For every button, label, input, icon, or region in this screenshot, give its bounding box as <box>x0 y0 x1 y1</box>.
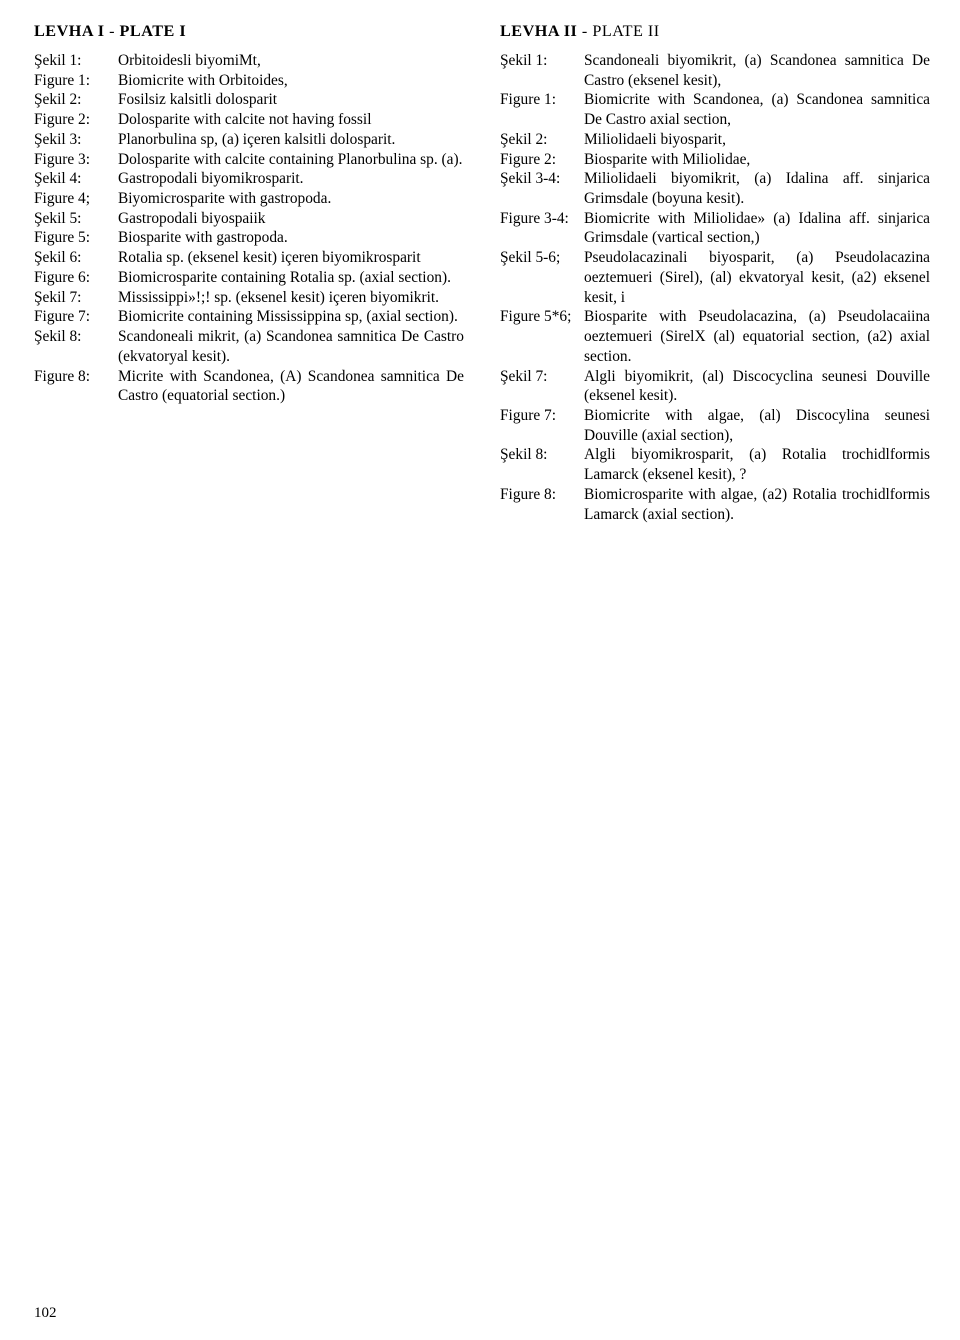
right-entry-text: Algli biyomikrosparit, (a) Rotalia troch… <box>584 445 930 484</box>
right-entry-label: Figure 8: <box>500 485 584 505</box>
left-entry-label: Şekil 1: <box>34 51 118 71</box>
left-entry-label: Figure 3: <box>34 150 118 170</box>
left-entry: Figure 3:Dolosparite with calcite contai… <box>34 150 464 170</box>
left-entry-label: Figure 1: <box>34 71 118 91</box>
right-entry: Figure 1:Biomicrite with Scandonea, (a) … <box>500 90 930 129</box>
plate-title-right-bold: LEVHA II <box>500 22 577 40</box>
left-entry-label: Figure 4; <box>34 189 118 209</box>
left-entries: Şekil 1:Orbitoidesli biyomiMt,Figure 1:B… <box>34 51 464 406</box>
left-entry-label: Figure 8: <box>34 367 118 387</box>
page: LEVHA I - PLATE I Şekil 1:Orbitoidesli b… <box>0 0 960 1340</box>
left-entry: Şekil 8:Scandoneali mikrit, (a) Scandone… <box>34 327 464 366</box>
left-entry-label: Şekil 2: <box>34 90 118 110</box>
left-entry-text: Gastropodali biyomikrosparit. <box>118 169 464 189</box>
left-entry-text: Micrite with Scandonea, (A) Scandonea sa… <box>118 367 464 406</box>
left-entry: Figure 5:Biosparite with gastropoda. <box>34 228 464 248</box>
left-entry-text: Gastropodali biyospaiik <box>118 209 464 229</box>
left-entry: Şekil 3:Planorbulina sp, (a) içeren kals… <box>34 130 464 150</box>
left-entry: Figure 2:Dolosparite with calcite not ha… <box>34 110 464 130</box>
right-entry-label: Şekil 7: <box>500 367 584 387</box>
plate-title-left-bold: LEVHA I <box>34 22 105 40</box>
two-column-layout: LEVHA I - PLATE I Şekil 1:Orbitoidesli b… <box>34 22 930 524</box>
left-entry-label: Şekil 5: <box>34 209 118 229</box>
plate-title-right-light: PLATE II <box>592 22 659 40</box>
right-entry: Şekil 3-4:Miliolidaeli biyomikrit, (a) I… <box>500 169 930 208</box>
plate-title-right: LEVHA II - PLATE II <box>500 22 930 41</box>
left-entry-label: Şekil 8: <box>34 327 118 347</box>
left-entry-label: Şekil 7: <box>34 288 118 308</box>
right-entry-text: Pseudolacazinali biyosparit, (a) Pseudol… <box>584 248 930 307</box>
left-entry: Şekil 6:Rotalia sp. (eksenel kesit) içer… <box>34 248 464 268</box>
right-entry-label: Şekil 5-6; <box>500 248 584 268</box>
right-entry: Şekil 5-6;Pseudolacazinali biyosparit, (… <box>500 248 930 307</box>
right-entry: Şekil 1:Scandoneali biyomikrit, (a) Scan… <box>500 51 930 90</box>
right-entry-label: Figure 3-4: <box>500 209 584 229</box>
left-entry: Figure 4;Biyomicrosparite with gastropod… <box>34 189 464 209</box>
right-entry: Figure 5*6;Biosparite with Pseudolacazin… <box>500 307 930 366</box>
right-entry-label: Şekil 8: <box>500 445 584 465</box>
right-entry: Şekil 8:Algli biyomikrosparit, (a) Rotal… <box>500 445 930 484</box>
plate-title-left-sep: - <box>105 22 120 40</box>
left-entry: Şekil 5:Gastropodali biyospaiik <box>34 209 464 229</box>
left-entry-text: Scandoneali mikrit, (a) Scandonea samnit… <box>118 327 464 366</box>
right-entry-text: Biomicrite with Miliolidae» (a) Idalina … <box>584 209 930 248</box>
left-entry-text: Rotalia sp. (eksenel kesit) içeren biyom… <box>118 248 464 268</box>
right-entry: Figure 2:Biosparite with Miliolidae, <box>500 150 930 170</box>
left-entry: Şekil 2:Fosilsiz kalsitli dolosparit <box>34 90 464 110</box>
right-entry-text: Scandoneali biyomikrit, (a) Scandonea sa… <box>584 51 930 90</box>
left-column: LEVHA I - PLATE I Şekil 1:Orbitoidesli b… <box>34 22 464 524</box>
right-entry-text: Biomicrite with Scandonea, (a) Scandonea… <box>584 90 930 129</box>
left-entry: Figure 1:Biomicrite with Orbitoides, <box>34 71 464 91</box>
right-entry-text: Miliolidaeli biyomikrit, (a) Idalina aff… <box>584 169 930 208</box>
left-entry: Figure 6:Biomicrosparite containing Rota… <box>34 268 464 288</box>
right-entry-text: Algli biyomikrit, (al) Discocyclina seun… <box>584 367 930 406</box>
left-entry: Şekil 1:Orbitoidesli biyomiMt, <box>34 51 464 71</box>
right-entry: Figure 3-4:Biomicrite with Miliolidae» (… <box>500 209 930 248</box>
right-entry-label: Şekil 1: <box>500 51 584 71</box>
left-entry-label: Şekil 4: <box>34 169 118 189</box>
right-entry-text: Biomicrite with algae, (al) Discocylina … <box>584 406 930 445</box>
right-entry-text: Biosparite with Pseudolacazina, (a) Pseu… <box>584 307 930 366</box>
right-entry-label: Şekil 3-4: <box>500 169 584 189</box>
right-entry-label: Figure 2: <box>500 150 584 170</box>
right-entry-label: Şekil 2: <box>500 130 584 150</box>
left-entry-text: Planorbulina sp, (a) içeren kalsitli dol… <box>118 130 464 150</box>
right-entry-label: Figure 1: <box>500 90 584 110</box>
left-entry: Figure 8:Micrite with Scandonea, (A) Sca… <box>34 367 464 406</box>
left-entry-text: Biomicrite containing Mississippina sp, … <box>118 307 464 327</box>
plate-title-right-sep: - <box>577 22 592 40</box>
left-entry-text: Orbitoidesli biyomiMt, <box>118 51 464 71</box>
right-entry-label: Figure 5*6; <box>500 307 584 327</box>
right-column: LEVHA II - PLATE II Şekil 1:Scandoneali … <box>500 22 930 524</box>
right-entry: Şekil 2:Miliolidaeli biyosparit, <box>500 130 930 150</box>
right-entry-text: Miliolidaeli biyosparit, <box>584 130 930 150</box>
plate-title-left: LEVHA I - PLATE I <box>34 22 464 41</box>
right-entry: Figure 7:Biomicrite with algae, (al) Dis… <box>500 406 930 445</box>
left-entry: Figure 7:Biomicrite containing Mississip… <box>34 307 464 327</box>
left-entry-label: Figure 6: <box>34 268 118 288</box>
left-entry-text: Dolosparite with calcite containing Plan… <box>118 150 464 170</box>
left-entry-text: Biomicrosparite containing Rotalia sp. (… <box>118 268 464 288</box>
left-entry-text: Biosparite with gastropoda. <box>118 228 464 248</box>
left-entry-label: Şekil 6: <box>34 248 118 268</box>
left-entry-text: Fosilsiz kalsitli dolosparit <box>118 90 464 110</box>
right-entry-text: Biosparite with Miliolidae, <box>584 150 930 170</box>
right-entry-label: Figure 7: <box>500 406 584 426</box>
right-entry: Figure 8:Biomicrosparite with algae, (a2… <box>500 485 930 524</box>
left-entry-text: Biyomicrosparite with gastropoda. <box>118 189 464 209</box>
left-entry: Şekil 4:Gastropodali biyomikrosparit. <box>34 169 464 189</box>
plate-title-left-light: PLATE I <box>120 22 187 40</box>
left-entry-label: Figure 7: <box>34 307 118 327</box>
left-entry-label: Şekil 3: <box>34 130 118 150</box>
right-entry-text: Biomicrosparite with algae, (a2) Rotalia… <box>584 485 930 524</box>
right-entries: Şekil 1:Scandoneali biyomikrit, (a) Scan… <box>500 51 930 524</box>
left-entry-label: Figure 5: <box>34 228 118 248</box>
page-number: 102 <box>34 1305 57 1322</box>
left-entry-label: Figure 2: <box>34 110 118 130</box>
left-entry: Şekil 7:Mississippi»!;! sp. (eksenel kes… <box>34 288 464 308</box>
right-entry: Şekil 7:Algli biyomikrit, (al) Discocycl… <box>500 367 930 406</box>
left-entry-text: Biomicrite with Orbitoides, <box>118 71 464 91</box>
left-entry-text: Dolosparite with calcite not having foss… <box>118 110 464 130</box>
left-entry-text: Mississippi»!;! sp. (eksenel kesit) içer… <box>118 288 464 308</box>
